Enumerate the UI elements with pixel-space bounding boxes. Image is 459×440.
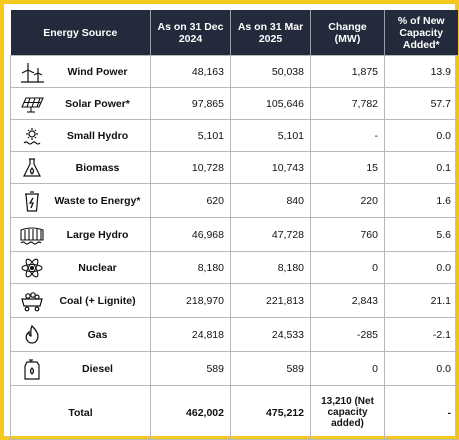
- value-mar: 8,180: [230, 251, 311, 284]
- value-dec: 46,968: [150, 217, 231, 252]
- total-pct: -: [384, 385, 458, 440]
- value-mar: 105,646: [230, 87, 311, 120]
- value-change: 220: [310, 183, 385, 218]
- waste-bin-icon: [15, 189, 49, 213]
- value-pct: 57.7: [384, 87, 458, 120]
- value-dec: 620: [150, 183, 231, 218]
- value-mar: 50,038: [230, 55, 311, 88]
- value-pct: 0.1: [384, 151, 458, 184]
- value-change: -285: [310, 317, 385, 352]
- value-change: 0: [310, 251, 385, 284]
- value-dec: 10,728: [150, 151, 231, 184]
- source-name: Nuclear: [78, 261, 117, 274]
- table-row: Wind Power 48,163 50,038 1,875 13.9: [10, 55, 458, 88]
- value-change: -: [310, 119, 385, 152]
- small-hydro-icon: [15, 124, 49, 148]
- value-change: 2,843: [310, 283, 385, 318]
- value-change: 1,875: [310, 55, 385, 88]
- table-row: Small Hydro 5,101 5,101 - 0.0: [10, 119, 458, 152]
- value-mar: 24,533: [230, 317, 311, 352]
- source-name: Large Hydro: [66, 228, 129, 241]
- coal-cart-icon: [15, 289, 49, 313]
- flame-icon: [15, 323, 49, 347]
- table-row: Nuclear 8,180 8,180 0 0.0: [10, 251, 458, 284]
- value-mar: 47,728: [230, 217, 311, 252]
- source-name: Small Hydro: [66, 129, 129, 142]
- value-dec: 589: [150, 351, 231, 386]
- header-dec-2024: As on 31 Dec 2024: [150, 10, 231, 56]
- fuel-can-icon: [15, 357, 49, 381]
- solar-panel-icon: [15, 92, 49, 116]
- capacity-table: Energy Source As on 31 Dec 2024 As on 31…: [10, 10, 458, 440]
- table-row: Large Hydro 46,968 47,728 760 5.6: [10, 217, 458, 252]
- table-row: Diesel 589 589 0 0.0: [10, 351, 458, 386]
- header-pct-new-capacity: % of New Capacity Added*: [384, 10, 458, 56]
- value-pct: 0.0: [384, 119, 458, 152]
- value-pct: 0.0: [384, 351, 458, 386]
- value-pct: 1.6: [384, 183, 458, 218]
- table-row: Solar Power* 97,865 105,646 7,782 57.7: [10, 87, 458, 120]
- value-pct: 5.6: [384, 217, 458, 252]
- header-row: Energy Source As on 31 Dec 2024 As on 31…: [10, 10, 458, 56]
- value-mar: 5,101: [230, 119, 311, 152]
- table-row: Waste to Energy* 620 840 220 1.6: [10, 183, 458, 218]
- value-change: 760: [310, 217, 385, 252]
- header-change: Change (MW): [310, 10, 385, 56]
- value-pct: 13.9: [384, 55, 458, 88]
- value-pct: 0.0: [384, 251, 458, 284]
- value-change: 15: [310, 151, 385, 184]
- table-row: Biomass 10,728 10,743 15 0.1: [10, 151, 458, 184]
- source-name: Solar Power*: [65, 97, 130, 110]
- source-name: Wind Power: [67, 65, 128, 78]
- header-energy-source: Energy Source: [10, 10, 151, 56]
- wind-turbine-icon: [15, 60, 49, 84]
- source-name: Biomass: [75, 161, 120, 174]
- value-dec: 48,163: [150, 55, 231, 88]
- value-dec: 8,180: [150, 251, 231, 284]
- value-mar: 589: [230, 351, 311, 386]
- value-change: 7,782: [310, 87, 385, 120]
- source-name: Waste to Energy*: [54, 194, 141, 207]
- value-mar: 221,813: [230, 283, 311, 318]
- dam-icon: [15, 223, 49, 247]
- source-name: Diesel: [82, 362, 113, 375]
- table-row: Gas 24,818 24,533 -285 -2.1: [10, 317, 458, 352]
- header-mar-2025: As on 31 Mar 2025: [230, 10, 311, 56]
- biomass-icon: [15, 156, 49, 180]
- total-change: 13,210 (Net capacity added): [310, 385, 385, 440]
- value-mar: 10,743: [230, 151, 311, 184]
- total-row: Total 462,002 475,212 13,210 (Net capaci…: [10, 385, 458, 440]
- total-label: Total: [10, 385, 151, 440]
- total-mar: 475,212: [230, 385, 311, 440]
- value-dec: 97,865: [150, 87, 231, 120]
- value-pct: 21.1: [384, 283, 458, 318]
- value-dec: 218,970: [150, 283, 231, 318]
- total-dec: 462,002: [150, 385, 231, 440]
- value-mar: 840: [230, 183, 311, 218]
- source-name: Coal (+ Lignite): [59, 294, 136, 307]
- source-name: Gas: [87, 328, 108, 341]
- table-row: Coal (+ Lignite) 218,970 221,813 2,843 2…: [10, 283, 458, 318]
- value-change: 0: [310, 351, 385, 386]
- atom-icon: [15, 256, 49, 280]
- value-dec: 5,101: [150, 119, 231, 152]
- value-dec: 24,818: [150, 317, 231, 352]
- value-pct: -2.1: [384, 317, 458, 352]
